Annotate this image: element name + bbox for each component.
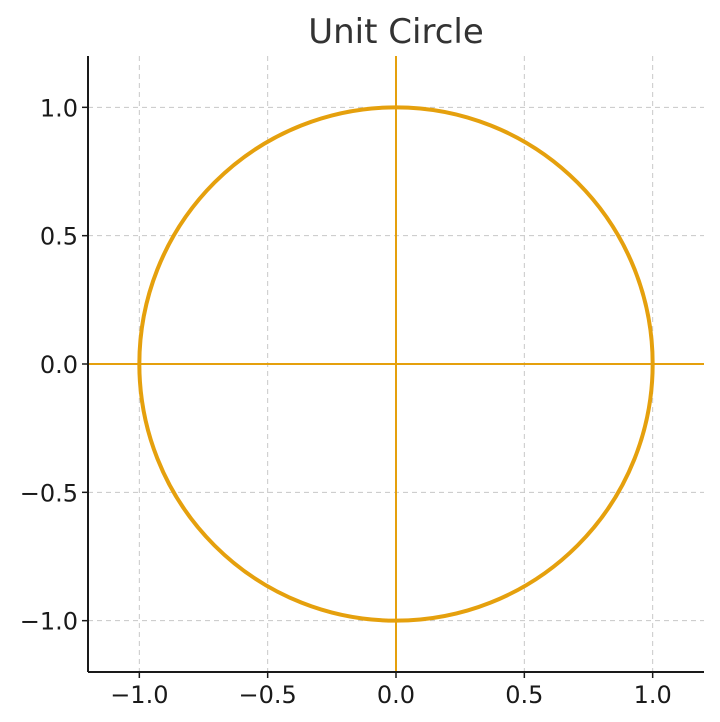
y-tick-label-3: 0.5 <box>40 223 78 251</box>
reference-lines <box>88 56 704 672</box>
x-tick-label-0: −1.0 <box>110 681 168 709</box>
x-tick-label-2: 0.0 <box>377 681 415 709</box>
x-tick-label-4: 1.0 <box>634 681 672 709</box>
unit-circle-curve <box>137 105 655 623</box>
x-tick-label-3: 0.5 <box>505 681 543 709</box>
tick-labels: −1.0 −0.5 0.0 0.5 1.0 −1.0 −0.5 0.0 0.5 1.0 <box>20 94 672 709</box>
chart-title: Unit Circle <box>308 12 484 52</box>
y-tick-label-2: 0.0 <box>40 351 78 379</box>
x-tick-label-1: −0.5 <box>239 681 297 709</box>
y-tick-label-4: 1.0 <box>40 94 78 122</box>
y-tick-label-0: −1.0 <box>20 608 78 636</box>
curve-layer <box>137 105 655 623</box>
axes <box>82 56 704 678</box>
y-tick-label-1: −0.5 <box>20 479 78 507</box>
